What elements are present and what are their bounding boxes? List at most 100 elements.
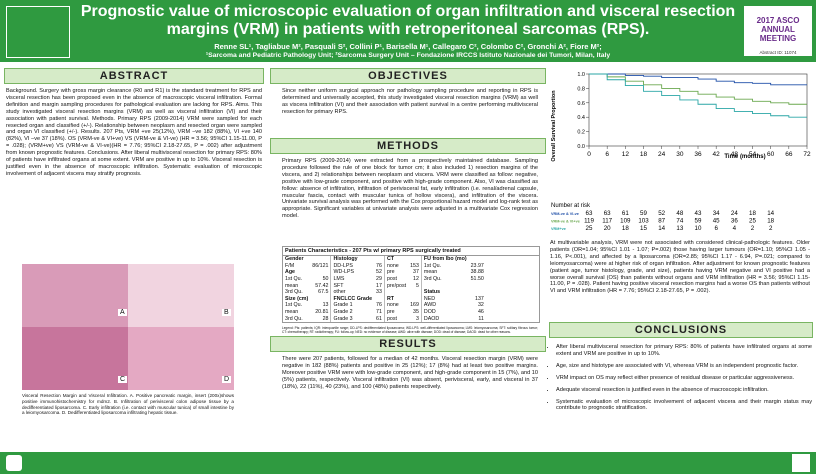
table-cell: 3	[415, 315, 419, 322]
risk-count: 6	[714, 225, 718, 232]
x-tick-label: 30	[676, 151, 684, 158]
y-tick-label: 0.6	[577, 101, 585, 107]
risk-count: 25	[749, 218, 756, 225]
risk-count: 2	[751, 225, 755, 232]
legend-entry: VRM-ve & VI+ve	[551, 220, 580, 224]
table-cell: Size (cm)	[285, 295, 309, 302]
y-tick-label: 0.2	[577, 130, 585, 136]
table-cell: 20.81	[315, 309, 329, 316]
table-cell: 11	[478, 315, 484, 322]
objectives-body: Since neither uniform surgical approach …	[282, 88, 538, 115]
table-cell: 3rd Qu.	[285, 289, 303, 296]
table-cell: 12	[413, 276, 419, 283]
section-heading: RESULTS	[270, 336, 546, 352]
table-cell: Age	[285, 269, 296, 276]
x-tick-label: 66	[785, 151, 793, 158]
panel-label: C	[118, 376, 128, 383]
section-heading: OBJECTIVES	[270, 68, 546, 84]
risk-count: 10	[695, 225, 702, 232]
table-cell: NED	[420, 295, 469, 303]
table-cell: pre	[383, 308, 409, 316]
table-cell: FU from lbo (mo)	[420, 256, 469, 263]
legend-entry: VRM+ve	[551, 227, 566, 231]
table-row: 1st Qu. 13 Grade 1 76 none 169 AWD 32	[283, 302, 486, 309]
table-cell: 76	[376, 262, 382, 269]
risk-count: 14	[658, 225, 665, 232]
table-cell: SFT	[330, 282, 375, 289]
table-cell: post	[383, 315, 409, 322]
survival-chart: Overall Survival Proportion Time (months…	[551, 72, 811, 232]
table-cell: 32	[477, 302, 484, 309]
table-cell: DAOD	[420, 315, 469, 322]
footer	[0, 452, 816, 474]
legend-entry: VRM-ve & VI-ve	[551, 212, 579, 216]
risk-count: 15	[640, 225, 647, 232]
table-cell: post	[383, 275, 409, 283]
risk-count: 74	[676, 218, 683, 225]
section-heading: ABSTRACT	[4, 68, 264, 84]
survival-curve	[589, 73, 807, 118]
x-tick-label: 12	[622, 151, 630, 158]
table-cell: Histology	[330, 256, 375, 263]
x-tick-label: 24	[658, 151, 666, 158]
table-cell: FNCLCC Grade	[330, 295, 375, 303]
table-cell: CT	[383, 256, 409, 263]
social-icon	[6, 455, 22, 471]
qr-code	[792, 454, 810, 472]
table-cell: mean	[285, 309, 299, 316]
table-cell: 46	[477, 309, 484, 316]
risk-count: 14	[767, 210, 774, 217]
table-row: 3rd Qu. 67.5 other 33 Status	[283, 288, 486, 296]
section-heading: CONCLUSIONS	[549, 322, 813, 338]
abstract-body: Background. Surgery with gross margin cl…	[6, 88, 262, 177]
conclusion-item: VRM impact on OS may reflect either pres…	[556, 375, 812, 382]
table-cell: DD-LPS	[330, 262, 375, 270]
table-row: F/M 86/121 DD-LPS 76 none 153 1st Qu. 23.97	[283, 262, 486, 270]
conclusion-item: Age, size and histotype are associated w…	[556, 363, 812, 370]
y-tick-label: 0.4	[577, 115, 585, 121]
survival-curve	[589, 73, 807, 86]
panel-label: B	[222, 309, 231, 316]
table-cell: 52	[376, 269, 382, 276]
table-cell: 51.50	[470, 276, 484, 283]
table-cell: 57.42	[315, 282, 329, 289]
table-cell: 35	[413, 309, 419, 316]
table-cell: 76	[376, 302, 382, 309]
x-tick-label: 36	[694, 151, 702, 158]
x-tick-label: 72	[803, 151, 811, 158]
methods-body: Primary RPS (2009-2014) were extracted f…	[282, 158, 538, 220]
section-heading: METHODS	[270, 138, 546, 154]
panel-image	[22, 327, 128, 390]
table-cell: mean	[285, 282, 299, 289]
risk-count: 87	[658, 218, 665, 225]
table-cell	[469, 289, 486, 296]
conclusion-item: After liberal multivisceral resection fo…	[556, 344, 812, 358]
x-tick-label: 48	[731, 151, 739, 158]
meeting-logo: 2017 ASCO ANNUAL MEETING	[744, 6, 812, 56]
x-tick-label: 60	[767, 151, 775, 158]
table-cell	[310, 296, 331, 303]
table-row: Size (cm) FNCLCC Grade RT NED 137	[283, 295, 486, 303]
x-tick-label: 0	[587, 151, 591, 158]
table-cell: 33	[376, 289, 382, 296]
table-cell: 5	[415, 282, 419, 289]
table-cell: 29	[376, 276, 382, 283]
table-cell: 153	[410, 262, 419, 269]
risk-count: 43	[695, 210, 702, 217]
table-row: mean 20.81 Grade 2 71 pre 35 DOD 46	[283, 308, 486, 316]
x-tick-label: 42	[713, 151, 721, 158]
risk-count: 24	[731, 210, 738, 217]
title: Prognostic value of microscopic evaluati…	[80, 3, 736, 38]
y-tick-label: 1.0	[577, 72, 585, 78]
table-cell: AWD	[420, 302, 469, 309]
panel-image	[128, 327, 234, 390]
table-cell: 1st Qu.	[420, 262, 469, 270]
table-cell: 67.5	[318, 289, 329, 296]
table-cell	[408, 296, 421, 303]
panel-image	[22, 264, 128, 327]
figure-caption: Visceral Resection Margin and Visceral I…	[22, 393, 234, 416]
table-cell: 3rd Qu.	[420, 275, 469, 283]
table-cell: 37	[413, 269, 419, 276]
x-tick-label: 18	[640, 151, 648, 158]
